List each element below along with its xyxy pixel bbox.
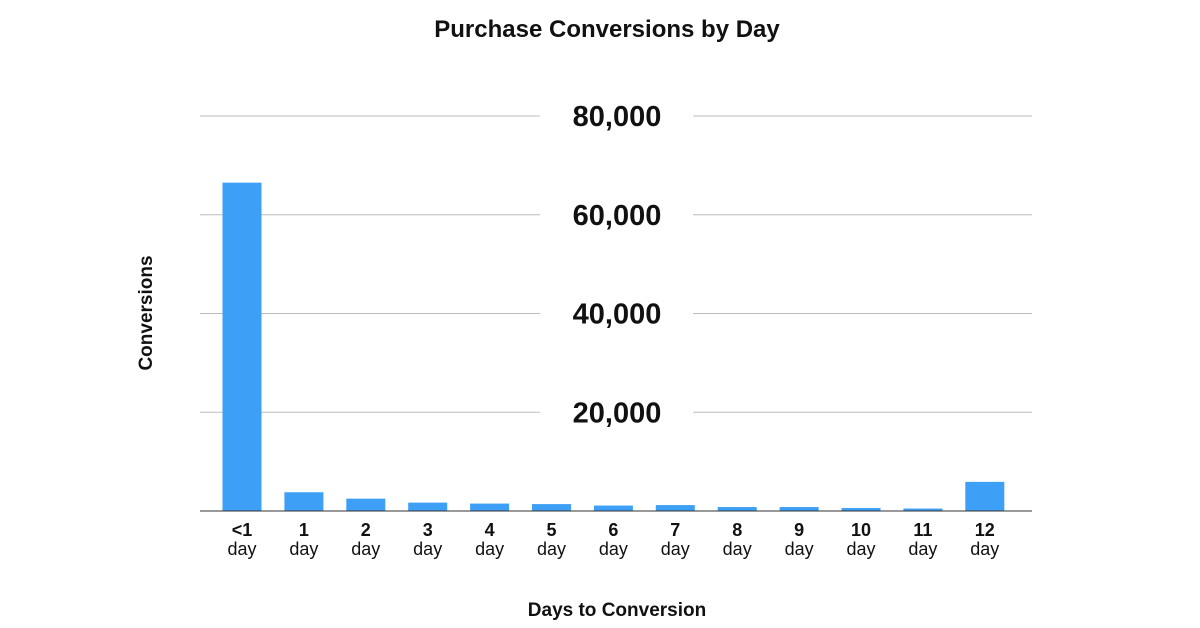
x-tick-number: 12 [975,520,995,540]
y-axis-label: Conversions [136,255,157,370]
y-tick-label: 20,000 [573,397,662,429]
x-tick-unit: day [970,539,999,559]
x-tick-number: <1 [232,520,253,540]
bar-3 [408,502,448,511]
chart-title: Purchase Conversions by Day [434,16,780,43]
x-tick-number: 6 [608,520,618,540]
x-tick-number: 10 [851,520,871,540]
x-tick-labels: <1day1day2day3day4day5day6day7day8day9da… [227,520,999,559]
x-tick-number: 3 [423,520,433,540]
bar-8 [717,507,757,511]
x-tick-unit: day [599,539,628,559]
x-tick-number: 7 [670,520,680,540]
bar-6 [593,505,633,511]
bar-1 [284,492,324,511]
bar-7 [655,505,695,511]
x-tick-number: 8 [732,520,742,540]
x-tick-unit: day [785,539,814,559]
x-tick-unit: day [846,539,875,559]
y-tick-label: 60,000 [573,200,662,232]
x-tick-number: 2 [361,520,371,540]
y-tick-label: 80,000 [573,101,662,133]
x-tick-unit: day [351,539,380,559]
bar-10 [841,508,881,511]
bar-4 [470,503,510,511]
x-tick-number: 1 [299,520,309,540]
x-tick-unit: day [289,539,318,559]
y-tick-label: 40,000 [573,299,662,331]
gridlines [200,115,1032,413]
x-axis-label: Days to Conversion [528,600,706,621]
bar-12 [965,481,1005,511]
x-tick-unit: day [908,539,937,559]
y-tick-labels: 20,000 40,000 60,000 80,000 [573,101,662,429]
x-tick-unit: day [661,539,690,559]
bar-9 [779,507,819,511]
x-tick-number: 5 [546,520,556,540]
x-tick-unit: day [723,539,752,559]
bar-2 [346,498,386,511]
bar-0 [222,182,262,511]
x-tick-unit: day [537,539,566,559]
bars [222,182,1005,511]
bar-5 [532,504,571,511]
x-tick-unit: day [475,539,504,559]
x-tick-number: 11 [913,520,932,540]
x-tick-unit: day [413,539,442,559]
x-tick-number: 9 [794,520,804,540]
x-tick-number: 4 [485,520,495,540]
bar-11 [903,508,943,511]
x-tick-unit: day [227,539,256,559]
